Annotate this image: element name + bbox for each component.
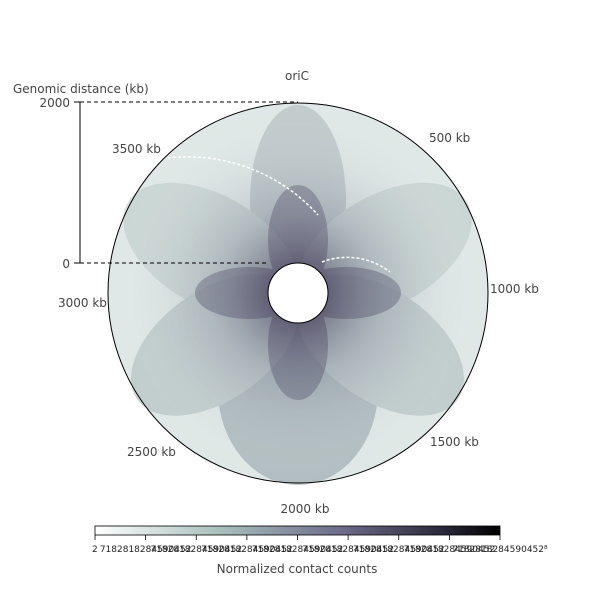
radial-axis-title: Genomic distance (kb)	[13, 82, 149, 96]
colorbar-tick-label: 7182818284590452	[252, 545, 344, 555]
white-arc-right	[321, 256, 391, 273]
radial-tick-2000: 2000	[39, 96, 70, 110]
colorbar-tick-label: 7182818284590452	[150, 545, 242, 555]
colorbar-tick-label: 7182818284590452	[353, 545, 445, 555]
colorbar-gradient	[94, 525, 501, 536]
colorbar-tick-label: 7182818284590452	[404, 545, 496, 555]
angular-label-2500: 2500 kb	[127, 445, 176, 459]
center-hole	[267, 262, 329, 324]
white-arc-upper	[167, 156, 319, 216]
colorbar-tick-label: 2	[92, 545, 98, 555]
angular-label-2000: 2000 kb	[281, 502, 330, 516]
outer-boundary	[107, 102, 489, 484]
angular-label-1000: 1000 kb	[490, 282, 539, 296]
colorbar: 2 718281828459045271828182845904527182818…	[92, 525, 548, 576]
radial-axis: Genomic distance (kb) 2000 0	[13, 82, 298, 271]
colorbar-tick-label: 7182818284590452	[302, 545, 394, 555]
colorbar-tick-label: 7182818284590452	[201, 545, 293, 555]
angular-label-1500: 1500 kb	[430, 435, 479, 449]
angular-labels: oriC 500 kb 1000 kb 1500 kb 2000 kb 2500…	[58, 69, 539, 516]
colorbar-tick-label: 7182818284590452	[100, 545, 192, 555]
radial-tick-0: 0	[62, 257, 70, 271]
angular-label-3000: 3000 kb	[58, 296, 107, 310]
colorbar-ticks: 2 718281828459045271828182845904527182818…	[92, 535, 548, 555]
colorbar-label: Normalized contact counts	[217, 562, 378, 576]
angular-label-500: 500 kb	[429, 131, 470, 145]
angular-label-3500: 3500 kb	[112, 142, 161, 156]
heatmap-disc	[107, 102, 489, 485]
angular-label-oric: oriC	[285, 69, 309, 83]
colorbar-tick-label: 7182818284590452⁸	[452, 545, 548, 555]
